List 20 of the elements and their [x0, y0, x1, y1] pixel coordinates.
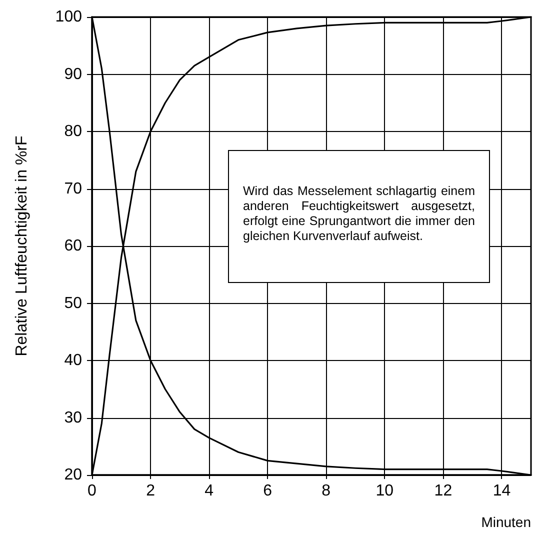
x-axis-title: Minuten — [481, 514, 531, 530]
y-tick-label: 30 — [64, 409, 82, 426]
y-tick-label: 50 — [64, 294, 82, 312]
y-tick-label: 100 — [55, 8, 82, 26]
x-tick-label: 0 — [88, 482, 97, 500]
x-tick-label: 8 — [322, 482, 331, 500]
y-tick-label: 20 — [64, 466, 82, 484]
x-tick-label: 4 — [204, 482, 214, 500]
x-tick-label: 10 — [376, 482, 394, 500]
y-tick-label: 70 — [64, 180, 82, 198]
y-tick-label: 80 — [64, 123, 82, 140]
y-tick-label: 90 — [64, 66, 82, 83]
x-tick-label: 14 — [492, 482, 511, 500]
y-tick-label: 60 — [64, 238, 82, 254]
x-tick-label: 6 — [263, 482, 272, 500]
note-box: Wird das Messelement schlagartig einem anderen Feuchtigkeitswert ausgesetzt, erfolgt eine Sprungantwort die immer den gleichen Kurvenverlauf aufweist. — [228, 150, 490, 283]
x-tick-label: 12 — [434, 482, 452, 500]
x-tick-label: 2 — [146, 482, 156, 500]
y-tick-label: 40 — [64, 352, 82, 369]
y-axis-title: Relative Luftfeuchtigkeit in %rF — [14, 136, 30, 356]
